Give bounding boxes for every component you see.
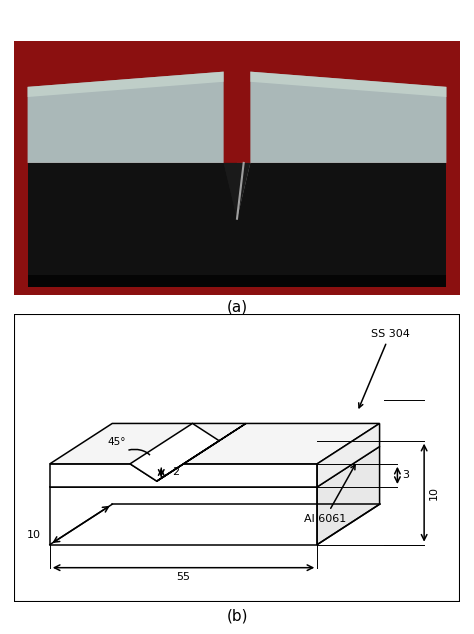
Polygon shape xyxy=(27,72,224,163)
Text: (a): (a) xyxy=(227,300,247,315)
Polygon shape xyxy=(50,424,380,464)
Text: 55: 55 xyxy=(176,572,191,582)
Text: 10: 10 xyxy=(428,486,438,500)
Polygon shape xyxy=(50,464,317,487)
Text: (b): (b) xyxy=(226,609,248,624)
Polygon shape xyxy=(250,72,447,97)
Text: 3: 3 xyxy=(402,470,409,481)
Polygon shape xyxy=(130,464,183,481)
Polygon shape xyxy=(27,163,447,287)
Text: 2: 2 xyxy=(173,467,180,477)
Text: 10: 10 xyxy=(27,530,41,540)
Text: 45°: 45° xyxy=(108,437,126,446)
Polygon shape xyxy=(27,275,447,287)
Polygon shape xyxy=(14,41,460,295)
Polygon shape xyxy=(27,72,224,97)
Polygon shape xyxy=(157,424,246,481)
Polygon shape xyxy=(317,446,380,545)
Polygon shape xyxy=(14,314,460,602)
Polygon shape xyxy=(224,163,250,219)
Polygon shape xyxy=(130,424,219,481)
Polygon shape xyxy=(50,446,380,487)
Polygon shape xyxy=(224,163,237,219)
Polygon shape xyxy=(237,163,250,219)
Polygon shape xyxy=(50,487,317,545)
Polygon shape xyxy=(250,72,447,163)
Text: SS 304: SS 304 xyxy=(359,329,410,408)
Text: Al 6061: Al 6061 xyxy=(304,465,355,524)
Polygon shape xyxy=(317,424,380,487)
